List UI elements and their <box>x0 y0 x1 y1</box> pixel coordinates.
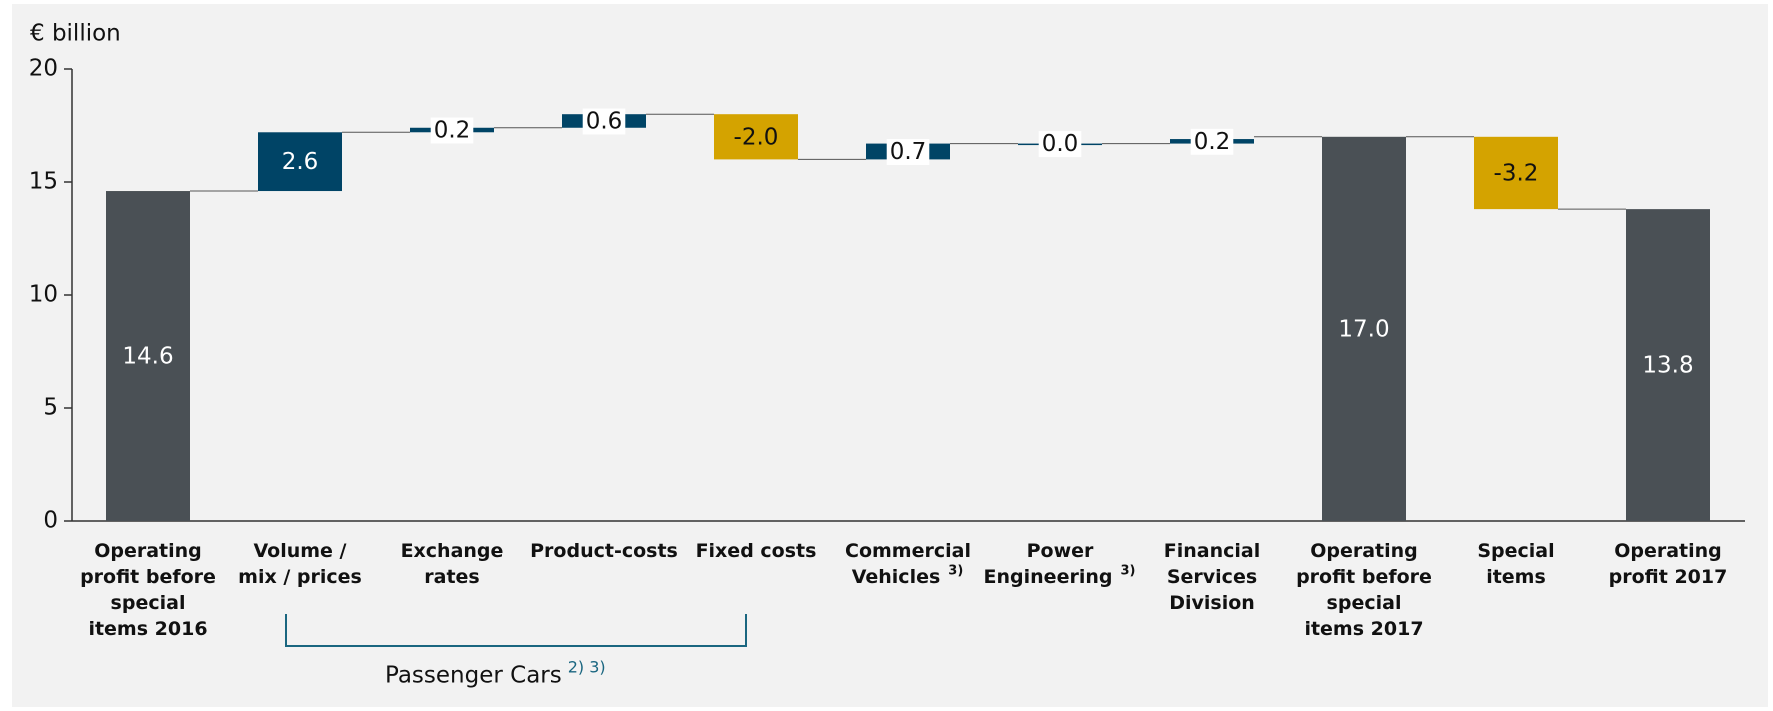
value-label-bg <box>582 108 626 135</box>
x-tick-label: Financial Services Division <box>1164 540 1260 614</box>
annotation-note: 2) 3) <box>568 658 606 677</box>
value-label: 0.7 <box>890 139 927 165</box>
bar <box>1626 209 1710 521</box>
y-tick-label: 20 <box>29 56 58 82</box>
value-label: 0.0 <box>1042 131 1079 157</box>
value-label: 2.6 <box>282 149 319 175</box>
y-tick-label: 10 <box>29 282 58 308</box>
x-tick-label: Volume / mix / prices <box>238 540 362 588</box>
value-label: 13.8 <box>1642 353 1693 379</box>
y-axis-label: € billion <box>30 21 121 47</box>
x-tick-label: Product-costs <box>530 540 678 562</box>
x-tick-label: Power Engineering <box>984 540 1113 588</box>
bar <box>1474 136 1558 210</box>
value-label: 0.6 <box>586 108 623 134</box>
x-tick-label: Operating profit before special items 2016 <box>80 540 216 640</box>
bracket <box>285 614 747 647</box>
category-note: 3) <box>948 564 963 579</box>
value-label-bg <box>1190 128 1234 155</box>
value-label: 0.2 <box>434 118 471 144</box>
y-tick-label: 0 <box>43 508 58 534</box>
bar <box>714 114 798 160</box>
value-label: 17.0 <box>1338 316 1389 342</box>
x-tick-label: Exchange rates <box>401 540 504 588</box>
bar <box>258 132 342 192</box>
value-label: -3.2 <box>1494 160 1539 186</box>
x-tick-label: Operating profit before special items 2017 <box>1296 540 1432 640</box>
y-tick-label: 5 <box>43 395 58 421</box>
bar <box>106 191 190 522</box>
x-tick-label: Fixed costs <box>696 540 817 562</box>
category-note: 3) <box>1120 564 1135 579</box>
value-label-bg <box>886 138 930 165</box>
annotation: Passenger Cars <box>385 663 562 689</box>
x-tick-label: Commercial Vehicles <box>845 540 971 588</box>
value-label: -2.0 <box>734 124 779 150</box>
value-label: 0.2 <box>1194 129 1231 155</box>
value-label-bg <box>1038 131 1082 158</box>
value-label-bg <box>430 117 474 144</box>
bracket-line <box>285 614 747 647</box>
y-tick-label: 15 <box>29 169 58 195</box>
x-tick-label: Operating profit 2017 <box>1609 540 1728 588</box>
panel <box>12 4 1768 707</box>
x-tick-label: Special items <box>1477 540 1554 588</box>
bar <box>1322 136 1406 522</box>
value-label: 14.6 <box>122 344 173 370</box>
